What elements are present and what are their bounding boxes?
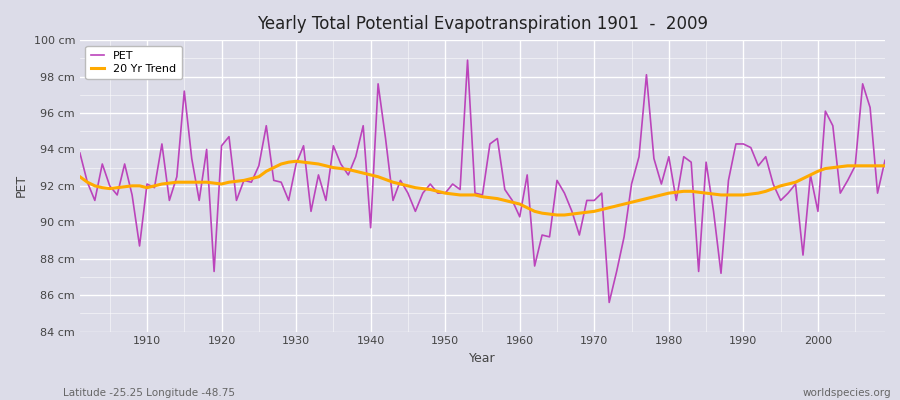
Y-axis label: PET: PET — [15, 174, 28, 198]
Line: PET: PET — [80, 60, 885, 302]
20 Yr Trend — [75, 174, 86, 179]
20 Yr Trend — [350, 169, 361, 174]
20 Yr Trend — [879, 164, 890, 168]
20 Yr Trend — [618, 202, 629, 206]
PET — [618, 234, 629, 239]
20 Yr Trend — [552, 212, 562, 217]
PET — [134, 244, 145, 248]
PET — [514, 214, 525, 219]
X-axis label: Year: Year — [469, 352, 496, 365]
20 Yr Trend — [291, 159, 302, 164]
Legend: PET, 20 Yr Trend: PET, 20 Yr Trend — [86, 46, 182, 79]
PET — [522, 172, 533, 177]
Text: worldspecies.org: worldspecies.org — [803, 388, 891, 398]
20 Yr Trend — [134, 184, 145, 188]
20 Yr Trend — [306, 161, 317, 166]
PET — [75, 151, 86, 156]
Line: 20 Yr Trend: 20 Yr Trend — [80, 161, 885, 215]
20 Yr Trend — [522, 205, 533, 210]
PET — [462, 58, 472, 62]
Title: Yearly Total Potential Evapotranspiration 1901  -  2009: Yearly Total Potential Evapotranspiratio… — [257, 15, 708, 33]
PET — [604, 300, 615, 305]
Text: Latitude -25.25 Longitude -48.75: Latitude -25.25 Longitude -48.75 — [63, 388, 235, 398]
PET — [879, 158, 890, 163]
20 Yr Trend — [514, 202, 525, 206]
PET — [343, 172, 354, 177]
PET — [298, 143, 309, 148]
